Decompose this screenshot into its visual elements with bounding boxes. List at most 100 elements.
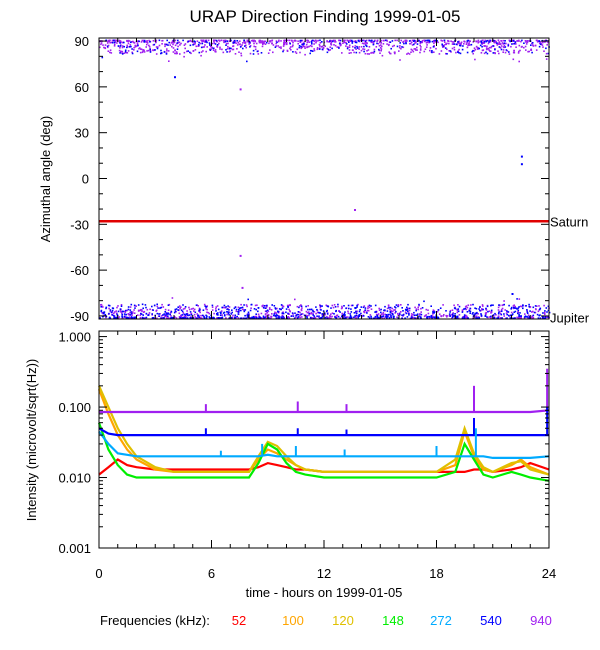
azimuth-point: [420, 46, 422, 48]
azimuth-point: [246, 314, 249, 317]
azimuth-point: [490, 309, 493, 312]
azimuth-point: [458, 42, 461, 45]
azimuth-point: [462, 316, 464, 318]
azimuth-point: [367, 309, 370, 312]
azimuth-point: [142, 50, 144, 53]
azimuth-point: [205, 308, 207, 310]
azimuth-point: [288, 308, 290, 311]
azimuth-point: [162, 317, 164, 319]
azimuth-point: [311, 45, 313, 48]
azimuth-point: [504, 51, 507, 54]
azimuth-point: [137, 304, 140, 306]
azimuth-point: [506, 310, 508, 312]
azimuth-point: [328, 41, 330, 43]
azimuth-point: [146, 42, 149, 44]
azimuth-point: [174, 52, 176, 55]
azimuth-point: [530, 316, 532, 319]
azimuth-point: [364, 52, 367, 55]
azimuth-point: [470, 304, 472, 306]
azimuth-point: [220, 312, 222, 315]
azimuth-point: [159, 313, 161, 315]
azimuth-point: [118, 40, 121, 43]
azimuth-point: [520, 163, 523, 166]
azimuth-point: [532, 306, 535, 309]
azimuth-point: [487, 310, 489, 313]
azimuth-point: [316, 311, 319, 314]
azimuth-point: [464, 307, 466, 310]
azimuth-point: [418, 303, 420, 306]
frequency-540-label: 540: [480, 613, 502, 628]
intensity-plot-frame: [98, 330, 550, 549]
azimuth-point: [444, 41, 446, 43]
azimuth-point: [257, 53, 260, 55]
azimuth-point: [458, 40, 460, 43]
azimuth-point: [354, 315, 356, 317]
azimuth-point: [119, 52, 121, 54]
azimuth-point: [326, 309, 328, 312]
azimuth-point: [332, 39, 335, 42]
azimuth-point: [142, 307, 144, 310]
azimuth-point: [517, 307, 520, 309]
azimuth-point: [296, 313, 299, 316]
azimuth-point: [113, 315, 116, 317]
azimuth-point: [399, 59, 401, 61]
azimuth-point: [292, 41, 294, 44]
azimuth-point: [286, 43, 288, 46]
azimuth-point: [245, 46, 247, 49]
azimuth-point: [350, 304, 353, 307]
azimuth-point: [333, 313, 335, 315]
azimuth-point: [426, 44, 428, 46]
azimuth-point: [251, 316, 253, 319]
azimuth-point: [300, 313, 303, 315]
azimuth-point: [196, 317, 198, 319]
azimuth-point: [451, 41, 454, 43]
azimuth-point: [513, 317, 515, 320]
azimuth-point: [319, 39, 321, 42]
azimuth-point: [440, 39, 442, 42]
azimuth-point: [327, 305, 330, 308]
azimuth-point: [187, 50, 189, 52]
azimuth-point: [281, 307, 284, 309]
azimuth-point: [417, 308, 420, 311]
azimuth-point: [539, 317, 542, 319]
azimuth-point: [193, 40, 196, 42]
azimuth-point: [294, 298, 296, 301]
azimuth-point: [469, 310, 472, 313]
azimuth-point: [432, 316, 434, 319]
azimuth-point: [518, 306, 520, 308]
azimuth-point: [121, 316, 124, 318]
frequency-52-label: 52: [232, 613, 246, 628]
azimuth-point: [300, 47, 302, 50]
azimuth-point: [227, 312, 230, 315]
azimuth-point: [471, 313, 474, 315]
azimuth-point: [299, 314, 301, 317]
azimuth-point: [181, 310, 184, 313]
azimuth-point: [467, 43, 470, 45]
azimuth-point: [254, 46, 257, 48]
azimuth-point: [113, 41, 116, 44]
azimuth-point: [456, 311, 459, 314]
azimuth-point: [463, 40, 466, 43]
azimuth-point: [513, 42, 516, 45]
azimuth-point: [389, 316, 392, 318]
azimuth-point: [366, 45, 368, 48]
azimuth-point: [240, 303, 242, 306]
azimuth-point: [476, 317, 478, 320]
azimuth-point: [472, 317, 474, 320]
azimuth-point: [449, 50, 452, 52]
azimuth-point: [204, 41, 206, 43]
azimuth-point: [345, 43, 348, 45]
azimuth-point: [237, 42, 239, 44]
azimuth-point: [395, 304, 398, 306]
azimuth-point: [486, 316, 488, 318]
azimuth-point: [485, 51, 487, 54]
azimuth-point: [532, 310, 534, 313]
azimuth-point: [387, 305, 390, 307]
azimuth-point: [141, 51, 144, 54]
azimuth-point: [247, 316, 249, 319]
azimuth-point: [125, 309, 127, 312]
azimuth-point: [102, 311, 105, 314]
azimuth-point: [355, 51, 358, 54]
azimuth-point: [165, 43, 168, 46]
azimuth-point: [547, 41, 549, 44]
